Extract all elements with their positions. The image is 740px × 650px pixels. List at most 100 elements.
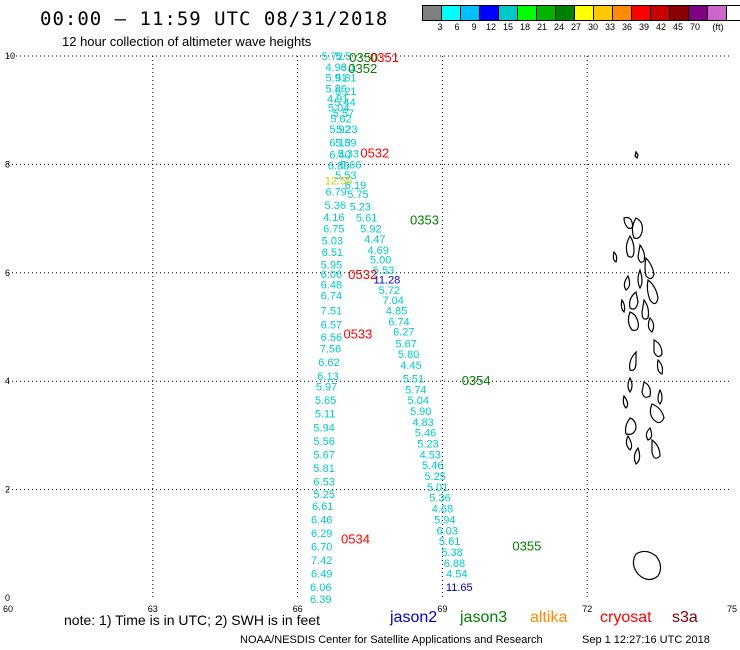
wave-height-value: 6.48	[321, 280, 342, 292]
y-tick-label: 2	[5, 485, 10, 495]
wave-height-value: 5.86	[326, 84, 347, 96]
wave-height-value: 5.75	[347, 189, 368, 201]
wave-height-value: 6.39	[310, 594, 331, 606]
wave-height-value: 7.42	[311, 555, 332, 567]
wave-height-value: 5.04	[408, 395, 429, 407]
legend-label: 9	[471, 22, 477, 32]
wave-height-value: 5.94	[434, 514, 455, 526]
wave-height-value: 6.57	[321, 319, 342, 331]
wave-height-value: 5.04	[328, 102, 349, 114]
legend-label: (ft)	[712, 22, 724, 32]
track-pass-label: 0532	[348, 267, 377, 282]
wave-height-value: 12.55	[325, 176, 353, 188]
wave-height-value: 6.74	[388, 317, 409, 329]
wave-height-value: 4.93	[326, 62, 347, 74]
legend-label: 24	[553, 22, 565, 32]
wave-height-value: 6.85	[328, 160, 349, 172]
legend-label: 70	[689, 22, 701, 32]
wave-height-value: 6.75	[323, 223, 344, 235]
wave-height-value: 4.69	[367, 245, 388, 257]
map-subtitle: 12 hour collection of altimeter wave hei…	[62, 34, 312, 49]
wave-height-value: 5.72	[379, 285, 400, 297]
legend-label: 39	[638, 22, 650, 32]
wave-height-value: 5.23	[336, 124, 357, 136]
satellite-label-s3a: s3a	[672, 609, 698, 626]
track-pass-label: 0353	[410, 213, 439, 228]
wave-height-value: 4.54	[446, 569, 467, 581]
wave-height-value: 5.80	[398, 349, 419, 361]
wave-height-value: 6.51	[322, 247, 343, 259]
wave-height-value: 6.06	[310, 582, 331, 594]
wave-height-value: 5.95	[321, 260, 342, 272]
track-pass-label: 0355	[512, 538, 541, 553]
track-pass-label: 0352	[348, 61, 377, 76]
wave-height-value: 5.81	[313, 463, 334, 475]
satellite-label-cryosat: cryosat	[600, 609, 652, 626]
wave-height-value: 6.13	[317, 371, 338, 383]
legend-label: 45	[672, 22, 684, 32]
wave-height-value: 5.11	[315, 409, 336, 421]
wave-height-value: 5.74	[405, 384, 426, 396]
color-legend-labels: 3 6 9 12 15 18 21 24 27 30 33 36 39 42 45 70 (ft)	[422, 22, 740, 34]
y-tick-label: 8	[5, 159, 10, 169]
satellite-label-altika: altika	[530, 609, 568, 626]
wave-height-value: 5.36	[325, 200, 346, 212]
wave-height-value: 5.25	[313, 489, 334, 501]
track-pass-label: 0354	[462, 373, 491, 388]
y-tick-label: 4	[5, 376, 10, 386]
y-tick-label: 0	[5, 593, 10, 603]
track-pass-label: 0350	[349, 50, 378, 65]
x-tick-label: 63	[148, 604, 158, 614]
wave-height-value: 5.00	[370, 254, 391, 266]
wave-height-value: 7.04	[382, 295, 403, 307]
timestamp: Sep 1 12:27:16 UTC 2018	[582, 634, 710, 646]
wave-height-value: 5.72	[322, 51, 343, 63]
legend-label: 42	[655, 22, 667, 32]
wave-height-value: 11.28	[374, 274, 401, 286]
legend-label: 6	[454, 22, 460, 32]
x-tick-label: 66	[293, 604, 303, 614]
wave-height-value: 4.91	[327, 93, 348, 105]
footer-note: note: 1) Time is in UTC; 2) SWH is in fe…	[64, 612, 320, 628]
wave-height-value: 5.01	[427, 482, 448, 494]
wave-height-value: 7.56	[320, 344, 341, 356]
wave-height-value: 4.16	[323, 212, 344, 224]
wave-height-value: 6.61	[312, 501, 333, 513]
wave-height-value: 4.47	[364, 234, 385, 246]
wave-height-value: 4.85	[386, 306, 407, 318]
wave-height-value: 4.45	[400, 360, 421, 372]
x-tick-label: 75	[727, 604, 737, 614]
legend-label: 30	[587, 22, 599, 32]
wave-height-value: 6.46	[311, 514, 332, 526]
wave-height-value: 5.38	[441, 547, 462, 559]
wave-height-value: 4.53	[420, 449, 441, 461]
wave-height-value: 5.03	[322, 235, 343, 247]
wave-height-value: 5.91	[326, 73, 347, 85]
x-tick-label: 72	[582, 604, 592, 614]
y-tick-label: 6	[5, 268, 10, 278]
wave-height-value: 5.62	[330, 113, 351, 125]
wave-height-value: 6.62	[318, 357, 339, 369]
legend-label: 27	[570, 22, 582, 32]
wave-height-value: 6.27	[393, 326, 414, 338]
wave-height-value: 6.70	[311, 542, 332, 554]
wave-height-value: 5.33	[338, 149, 359, 161]
track-pass-label: 0351	[370, 50, 399, 65]
wave-height-value: 5.65	[315, 395, 336, 407]
wave-height-value: 5.23	[350, 202, 371, 214]
legend-swatch	[726, 5, 740, 21]
wave-height-value: 6.06	[321, 269, 342, 281]
wave-height-value: 11.65	[446, 582, 473, 594]
wave-height-value: 5.89	[335, 138, 356, 150]
x-tick-label: 60	[3, 604, 13, 614]
y-tick-label: 10	[5, 51, 15, 61]
wave-height-value: 4.68	[432, 504, 453, 516]
wave-height-value: 5.67	[395, 338, 416, 350]
wave-height-value: 5.23	[417, 439, 438, 451]
wave-height-value: 6.53	[313, 476, 334, 488]
wave-height-value: 5.46	[415, 428, 436, 440]
coastline-maldives	[612, 150, 665, 581]
legend-label: 15	[502, 22, 514, 32]
wave-height-value: 5.97	[316, 382, 337, 394]
